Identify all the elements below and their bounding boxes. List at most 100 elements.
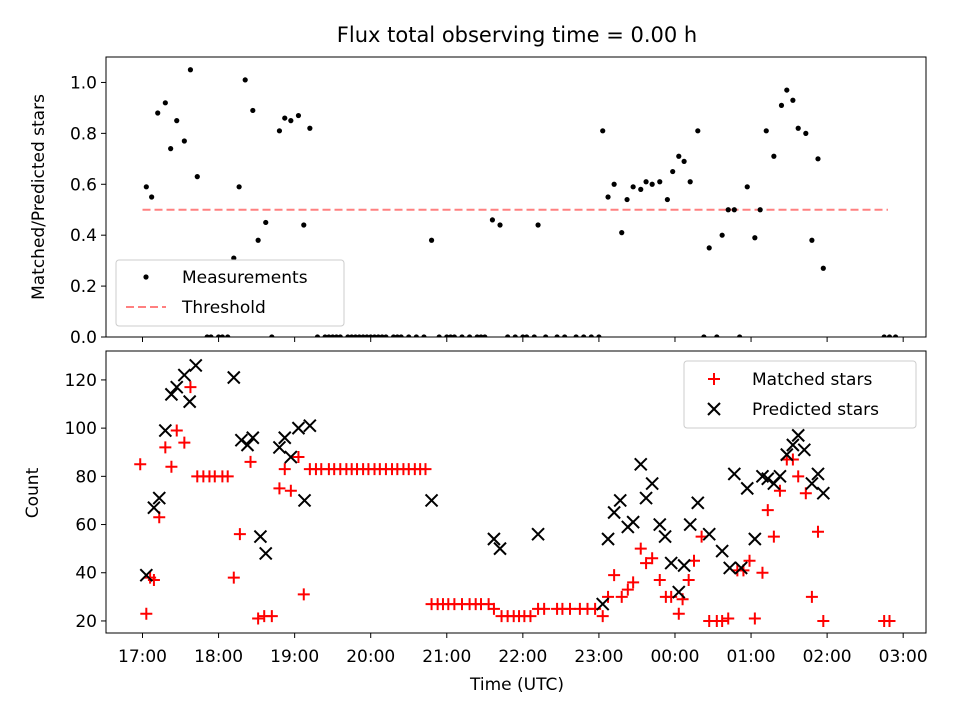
top-ytick-label: 1.0 [70, 73, 97, 93]
measurements-point [795, 125, 801, 131]
matched-stars-point [748, 612, 761, 625]
measurements-point [428, 237, 435, 243]
matched-stars-point [883, 614, 896, 627]
bottom-xtick-label: 17:00 [118, 647, 167, 667]
measurements-point [174, 118, 180, 124]
top-plot-area: 0.0 0.2 0.4 0.6 0.8 1.0 [70, 56, 927, 348]
measurements-point [706, 245, 712, 251]
measurements-point [892, 334, 899, 337]
predicted-stars-point [531, 527, 545, 541]
predicted-stars-point [748, 532, 762, 546]
matched-stars-point [278, 463, 291, 476]
matched-stars-point [273, 482, 286, 495]
measurements-point [406, 334, 412, 337]
top-ytick-label: 0.2 [70, 277, 97, 297]
matched-stars-point [722, 612, 735, 625]
measurements-point [337, 334, 343, 337]
matched-stars-point [292, 451, 305, 464]
measurements-point [771, 153, 777, 159]
measurements-point [255, 237, 261, 243]
bottom-xtick-label: 03:00 [879, 647, 928, 667]
top-title: Flux total observing time = 0.00 h [337, 23, 697, 47]
measurements-point [573, 334, 579, 337]
matched-stars-point [756, 566, 769, 579]
bottom-ytick-label: 80 [75, 467, 97, 487]
matched-stars-point [672, 607, 685, 620]
predicted-stars-point [683, 517, 697, 532]
measurements-point [282, 115, 288, 121]
measurements-point [459, 334, 465, 337]
predicted-stars-point [626, 515, 640, 529]
bottom-xtick-label: 20:00 [346, 647, 395, 667]
measurements-point [149, 194, 155, 200]
measurements-point [681, 158, 687, 164]
measurements-point [581, 334, 587, 337]
bottom-xlabel: Time (UTC) [469, 675, 564, 695]
predicted-stars-point [170, 380, 184, 394]
predicted-stars-point [664, 556, 678, 570]
predicted-stars-point [291, 421, 306, 435]
bottom-xtick-label: 01:00 [727, 647, 776, 667]
predicted-stars-point [658, 529, 672, 544]
measurements-point [815, 156, 821, 162]
measurements-point [489, 217, 496, 223]
predicted-stars-point [805, 476, 819, 491]
bottom-ytick-label: 60 [75, 516, 97, 536]
matched-stars-point [602, 590, 615, 603]
measurements-point [288, 118, 294, 124]
measurements-point [778, 102, 785, 108]
bottom-xtick-label: 02:00 [803, 647, 852, 667]
measurements-point [505, 334, 511, 337]
measurements-point [881, 334, 887, 337]
measurements-point [263, 219, 269, 226]
predicted-stars-point [253, 529, 268, 544]
matched-stars-point [773, 484, 786, 497]
bottom-panel: 20 40 60 80 100 120 17:00 18:00 19:00 20:00 21:00 2… [23, 350, 928, 695]
top-axes-frame [105, 56, 927, 338]
measurements-point [413, 334, 419, 337]
predicted-stars-point [740, 481, 754, 496]
measurements-point [744, 184, 750, 190]
top-ytick-label: 0.0 [70, 328, 97, 348]
measurements-point [649, 181, 655, 187]
matched-stars-point [608, 569, 621, 582]
predicted-stars-point [786, 438, 800, 452]
predicted-stars-point [734, 561, 748, 575]
predicted-stars-point [284, 450, 298, 464]
top-ytick-label: 0.8 [70, 124, 97, 144]
legend-matched-marker [708, 373, 720, 385]
matched-stars-point [221, 470, 234, 483]
bottom-ytick-label: 120 [65, 371, 97, 391]
matched-stars-point [682, 573, 695, 586]
matched-stars-point [811, 525, 824, 538]
measurements-point [554, 334, 560, 337]
bottom-legend: Matched stars Predicted stars [683, 360, 917, 429]
bottom-xtick-label: 18:00 [194, 647, 243, 667]
predicted-stars-point [189, 358, 203, 373]
measurements-point [820, 265, 826, 271]
measurements-point [657, 179, 663, 185]
measurements-point [687, 179, 693, 185]
measurements-point [307, 125, 313, 131]
measurements-point [236, 184, 242, 190]
measurements-point [383, 334, 389, 337]
matched-stars-point [184, 381, 197, 394]
matched-stars-point [792, 470, 805, 483]
matched-stars-point [487, 602, 500, 615]
measurements-point [562, 334, 568, 337]
matched-stars-point [178, 436, 191, 449]
measurements-point [512, 334, 518, 337]
measurements-point [242, 77, 248, 83]
measurements-point [725, 207, 731, 213]
predicted-stars-point [639, 491, 653, 505]
bottom-xtick-label: 22:00 [498, 647, 547, 667]
matched-stars-point [805, 590, 818, 603]
measurements-point [624, 196, 630, 203]
top-ylabel: Matched/Predicted stars [29, 94, 49, 300]
measurements-point [664, 196, 670, 203]
measurements-point [605, 194, 611, 200]
legend-predicted-label: Predicted stars [752, 400, 879, 420]
bottom-legend-frame [683, 360, 917, 429]
bottom-xtick-label: 19:00 [270, 647, 319, 667]
